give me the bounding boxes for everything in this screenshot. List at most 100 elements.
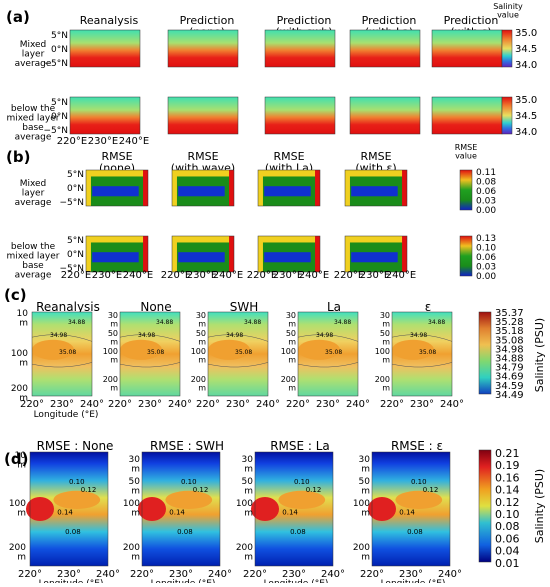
depth-tick: 50 m [196, 329, 206, 346]
contour-line [391, 334, 453, 342]
contour-label: 0.08 [407, 528, 423, 536]
colorbar-tick: 0.10 [495, 508, 520, 521]
contour-line [297, 362, 359, 368]
lon-tick: 220° [130, 569, 154, 580]
rmse-low-band [178, 252, 225, 263]
high-rmse-core [26, 497, 54, 521]
salinity-map-cell [350, 97, 420, 134]
lon-tick: 240°E [213, 270, 243, 281]
high-rmse-core [251, 497, 279, 521]
rmse-high-band [172, 236, 234, 243]
panel-b-row-label: below the mixed layer base average [6, 242, 59, 280]
lon-tick: 220°E [57, 136, 87, 147]
depth-tick: 200 m [9, 543, 26, 562]
panel-b-row-label: Mixed layer average [15, 179, 52, 208]
map-frame [69, 96, 141, 135]
salinity-colorbar [478, 311, 492, 395]
lon-tick: 240° [440, 399, 464, 410]
depth-tick: 200 m [123, 543, 140, 562]
section-frame [391, 311, 453, 397]
contour-label: 0.12 [423, 486, 439, 494]
contour-label: 34.88 [428, 319, 445, 326]
depth-tick: 30 m [108, 311, 118, 328]
map-frame [171, 169, 235, 207]
depth-tick: 50 m [380, 329, 390, 346]
depth-tick: 100 m [375, 347, 390, 364]
depth-tick: 100 m [9, 499, 26, 518]
depth-tick: 200 m [11, 384, 28, 403]
contour-line [297, 334, 359, 342]
lon-tick: 220° [243, 569, 267, 580]
contour-label: 0.12 [193, 486, 209, 494]
contour-line [119, 362, 181, 368]
panel-c-letter: (c) [4, 286, 27, 304]
colorbar-title: Salinity value [493, 2, 523, 19]
lat-tick: 0°N [67, 184, 84, 194]
map-frame [257, 235, 321, 273]
lon-tick: 230° [50, 399, 74, 410]
depth-tick: 30 m [196, 311, 206, 328]
section-frame [371, 451, 451, 567]
lon-tick: 240°E [299, 270, 329, 281]
lon-tick: 230°E [92, 270, 122, 281]
contour-line [391, 362, 453, 368]
contour-label: 0.10 [411, 478, 427, 486]
colorbar-tick: 0.03 [476, 197, 496, 207]
rmse-high-band [86, 170, 91, 206]
lon-tick: 240° [96, 569, 120, 580]
map-frame [85, 235, 149, 273]
salinity-map-cell [70, 30, 140, 67]
contour-label: 0.14 [169, 509, 185, 517]
contour-line [31, 334, 93, 342]
rmse-low-band [92, 252, 139, 263]
section-frame [254, 451, 334, 567]
salinity-map-cell [70, 97, 140, 134]
colorbar-tick: 0.14 [495, 484, 520, 497]
lon-tick: 220° [108, 399, 132, 410]
map-frame [167, 29, 239, 68]
lon-tick: 220° [196, 399, 220, 410]
depth-tick: 50 m [286, 329, 296, 346]
lon-tick: 240° [256, 399, 280, 410]
contour-label: 0.08 [290, 528, 306, 536]
lon-tick: 220° [18, 569, 42, 580]
colorbar-tick: 0.11 [476, 168, 496, 178]
map-frame [349, 29, 421, 68]
depth-tick: 200 m [236, 543, 253, 562]
x-axis-label: Longitude (°E) [381, 579, 446, 583]
map-frame [85, 169, 149, 207]
salinity-map-cell [432, 97, 502, 134]
map-frame [344, 235, 408, 273]
colorbar-tick: 0.21 [495, 447, 520, 460]
colorbar-tick: 34.5 [515, 111, 537, 122]
rmse-low-band [92, 186, 139, 197]
panel-b-letter: (b) [6, 148, 30, 166]
colorbar-tick: 0.01 [495, 557, 520, 570]
colorbar-tick: 0.19 [495, 459, 520, 472]
depth-tick: 200 m [103, 375, 118, 392]
high-salinity-core [392, 339, 434, 360]
map-frame [171, 235, 235, 273]
rmse-colorbar [459, 235, 473, 277]
contour-label: 0.14 [399, 509, 415, 517]
lat-tick: 5°N [51, 31, 68, 41]
panel-d-title: RMSE : SWH [150, 439, 224, 453]
colorbar-tick: 34.0 [515, 60, 537, 71]
depth-tick: 200 m [191, 375, 206, 392]
x-axis-label: Longitude (°E) [34, 410, 99, 420]
lat-tick: −5°N [44, 59, 69, 69]
lon-tick: 240°E [123, 270, 153, 281]
section-frame [119, 311, 181, 397]
rmse-low-band [264, 252, 311, 263]
lon-tick: 220° [286, 399, 310, 410]
rmse-high-band [345, 170, 350, 206]
contour-line [31, 362, 93, 368]
depth-tick: 100 m [353, 499, 370, 518]
rmse-high-band [315, 170, 320, 206]
colorbar-tick: 0.00 [476, 272, 496, 282]
lon-tick: 230°E [88, 136, 118, 147]
contour-label: 35.08 [59, 349, 76, 356]
lon-tick: 230° [138, 399, 162, 410]
lon-tick: 220°E [61, 270, 91, 281]
contour-label: 35.08 [147, 349, 164, 356]
